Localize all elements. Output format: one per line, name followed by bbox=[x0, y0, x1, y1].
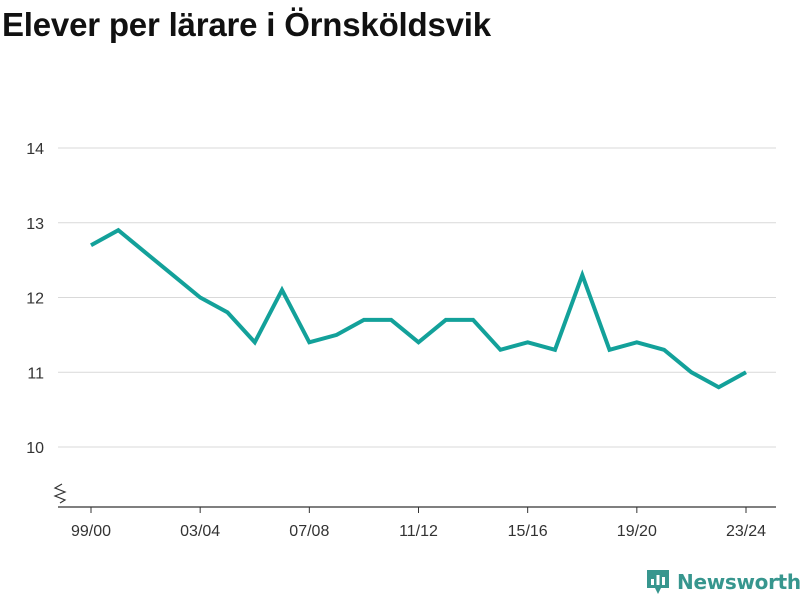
x-tick-label: 11/12 bbox=[399, 523, 438, 540]
y-tick-label: 14 bbox=[26, 141, 44, 158]
x-tick-label: 23/24 bbox=[726, 523, 766, 540]
axis-break-icon bbox=[53, 483, 67, 504]
series-line bbox=[90, 227, 747, 390]
x-tick-label: 15/16 bbox=[508, 523, 548, 540]
y-tick-label: 12 bbox=[26, 291, 44, 308]
x-tick-label: 99/00 bbox=[71, 523, 111, 540]
y-axis-ticks: 10 11 12 13 14 bbox=[26, 141, 44, 457]
x-tick-label: 03/04 bbox=[180, 523, 220, 540]
series-layer bbox=[90, 227, 747, 390]
x-axis: 99/00 03/04 07/08 11/12 15/16 19/20 23/24 bbox=[53, 483, 776, 540]
chart-title: Elever per lärare i Örnsköldsvik bbox=[2, 6, 491, 43]
newsworthy-logo-icon bbox=[647, 570, 669, 594]
x-tick-label: 07/08 bbox=[289, 523, 329, 540]
brand-name: Newsworthy bbox=[677, 570, 800, 594]
brand[interactable]: Newsworthy bbox=[645, 568, 800, 596]
y-tick-label: 11 bbox=[27, 365, 44, 382]
x-tick-label: 19/20 bbox=[617, 523, 657, 540]
y-tick-label: 10 bbox=[26, 440, 44, 457]
gridlines bbox=[58, 147, 776, 448]
y-tick-label: 13 bbox=[26, 216, 44, 233]
